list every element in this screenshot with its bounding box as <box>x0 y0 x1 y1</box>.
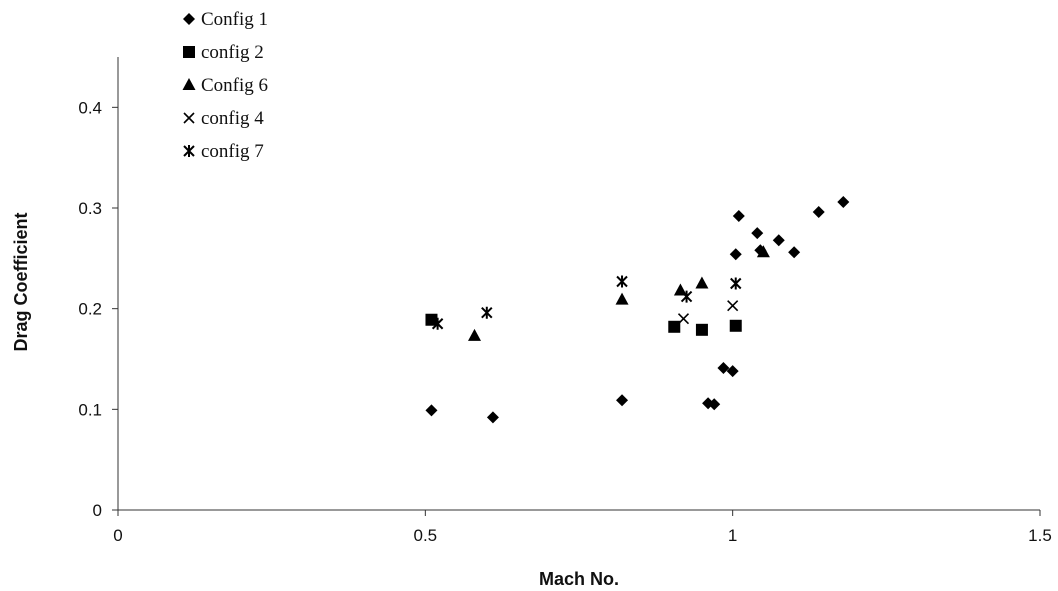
data-point <box>751 227 764 240</box>
series-config-1 <box>425 195 850 424</box>
data-point <box>732 210 745 223</box>
data-point <box>616 394 629 407</box>
x-axis-title: Mach No. <box>539 569 619 589</box>
legend-item: Config 1 <box>183 9 268 30</box>
data-point <box>812 206 825 219</box>
data-point <box>717 362 730 375</box>
x-tick-label: 1 <box>728 526 737 545</box>
data-point <box>616 275 628 288</box>
series-config-7 <box>431 275 742 330</box>
data-point <box>677 313 690 325</box>
data-point <box>727 300 739 312</box>
data-point <box>425 313 438 326</box>
legend-item: config 2 <box>183 42 264 63</box>
data-point <box>730 277 742 290</box>
data-point <box>837 195 850 208</box>
legend-label: config 2 <box>201 42 264 63</box>
x-tick-label: 1.5 <box>1028 526 1052 545</box>
y-tick-label: 0.1 <box>78 400 102 419</box>
data-point <box>756 245 770 258</box>
legend-label: Config 6 <box>201 75 268 96</box>
data-points <box>425 195 850 424</box>
legend-marker <box>183 145 195 157</box>
data-point <box>695 323 708 336</box>
legend-marker <box>182 78 196 90</box>
y-axis-title: Drag Coefficient <box>11 212 31 351</box>
data-point <box>772 234 785 247</box>
data-point <box>680 290 693 303</box>
data-point <box>431 317 444 330</box>
legend-label: config 4 <box>201 108 264 129</box>
data-point <box>425 404 438 417</box>
y-tick-label: 0.4 <box>78 98 102 117</box>
data-point <box>788 246 801 259</box>
y-tick-label: 0 <box>93 501 102 520</box>
data-point <box>468 328 482 341</box>
data-point <box>726 365 739 378</box>
series-config-6 <box>468 245 770 341</box>
data-point <box>486 411 499 424</box>
x-tick-label: 0 <box>113 526 122 545</box>
data-point <box>708 398 721 411</box>
legend: Config 1 config 2 Config 6 config 4 config 7 <box>182 9 268 162</box>
legend-item: Config 6 <box>182 75 268 96</box>
data-point <box>615 292 629 305</box>
series-config-2 <box>425 313 742 336</box>
ticks: 0 0.5 1 1.5 0 0.1 0.2 0.3 0.4 <box>78 98 1051 545</box>
legend-marker <box>183 112 195 124</box>
series-config-4 <box>677 300 739 325</box>
data-point <box>695 276 709 289</box>
y-tick-label: 0.2 <box>78 300 102 319</box>
data-point <box>668 320 681 333</box>
data-point <box>729 248 742 261</box>
data-point <box>729 319 742 332</box>
legend-item: config 4 <box>183 108 264 129</box>
x-tick-label: 0.5 <box>414 526 438 545</box>
legend-item: config 7 <box>183 141 264 162</box>
legend-label: config 7 <box>201 141 264 162</box>
legend-marker <box>183 13 195 25</box>
legend-marker <box>183 46 195 58</box>
legend-label: Config 1 <box>201 9 268 30</box>
y-tick-label: 0.3 <box>78 199 102 218</box>
axes <box>117 57 1040 511</box>
data-point <box>481 306 493 319</box>
